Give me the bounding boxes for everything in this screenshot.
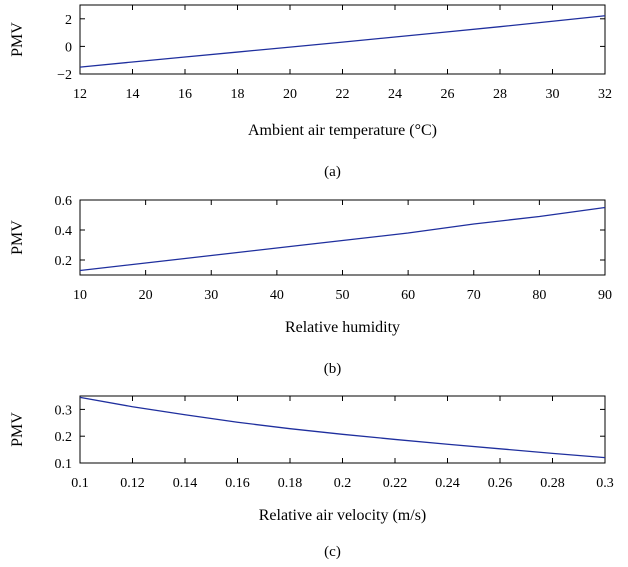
x-tick-label: 90 [598, 288, 612, 303]
x-tick-label: 14 [126, 87, 140, 102]
x-tick-label: 30 [204, 288, 218, 303]
panel-label: (a) [324, 164, 341, 180]
x-tick-label: 30 [546, 87, 560, 102]
y-tick-label: 0.3 [55, 403, 73, 418]
y-tick-label: 0 [65, 40, 72, 55]
x-tick-label: 60 [401, 288, 415, 303]
panel-label: (c) [324, 544, 341, 560]
x-tick-label: 0.18 [278, 476, 303, 491]
x-tick-label: 28 [493, 87, 507, 102]
x-tick-label: 20 [283, 87, 297, 102]
x-tick-label: 18 [231, 87, 245, 102]
series-line [79, 206, 606, 272]
x-tick-label: 32 [598, 87, 612, 102]
x-tick-label: 0.26 [488, 476, 513, 491]
x-tick-label: 0.28 [540, 476, 565, 491]
x-axis-label: Ambient air temperature (°C) [248, 122, 437, 139]
y-axis-label: PMV [9, 22, 26, 57]
x-tick-label: 70 [467, 288, 481, 303]
series-line [79, 15, 606, 68]
y-tick-label: 0.4 [55, 224, 73, 239]
x-tick-label: 80 [532, 288, 546, 303]
x-tick-label: 0.2 [334, 476, 352, 491]
x-tick-label: 24 [388, 87, 402, 102]
x-tick-label: 0.24 [435, 476, 460, 491]
x-tick-label: 40 [270, 288, 284, 303]
plot-frame [79, 395, 606, 464]
chart-panel-1: 10 20 30 40 50 60 70 80 90 0.2 0.4 0.6 PMV Relative h… [9, 194, 612, 377]
x-tick-label: 26 [441, 87, 455, 102]
x-tick-label: 0.3 [596, 476, 614, 491]
y-axis-label: PMV [9, 412, 26, 447]
x-tick-label: 0.1 [71, 476, 89, 491]
x-tick-label: 0.22 [383, 476, 408, 491]
chart-panel-2: 0.1 0.12 0.14 0.16 0.18 0.2 0.22 0.24 0.26 0.28 0.… [9, 395, 614, 560]
plot-frame [79, 199, 606, 276]
x-tick-label: 0.12 [120, 476, 145, 491]
y-tick-label: 0.2 [55, 430, 73, 445]
x-tick-label: 10 [73, 288, 87, 303]
y-tick-label: 0.6 [55, 194, 73, 209]
x-tick-label: 22 [336, 87, 350, 102]
x-tick-label: 0.16 [225, 476, 250, 491]
plot-frame [79, 4, 606, 75]
series-line [79, 396, 606, 459]
y-tick-label: 0.2 [55, 254, 73, 269]
y-tick-label: −2 [57, 68, 72, 83]
panel-label: (b) [324, 361, 342, 377]
x-axis-label: Relative air velocity (m/s) [259, 507, 427, 524]
y-tick-label: 0.1 [55, 457, 73, 472]
x-tick-label: 16 [178, 87, 192, 102]
y-axis-label: PMV [9, 220, 26, 255]
x-tick-label: 0.14 [173, 476, 198, 491]
x-axis-label: Relative humidity [285, 319, 400, 336]
y-tick-label: 2 [65, 13, 72, 28]
x-tick-label: 20 [139, 288, 153, 303]
x-tick-label: 12 [73, 87, 87, 102]
x-tick-label: 50 [336, 288, 350, 303]
chart-panel-0: 12 14 16 18 20 22 24 26 28 30 32 −2 0 2 PMV Ambient air… [9, 4, 612, 180]
